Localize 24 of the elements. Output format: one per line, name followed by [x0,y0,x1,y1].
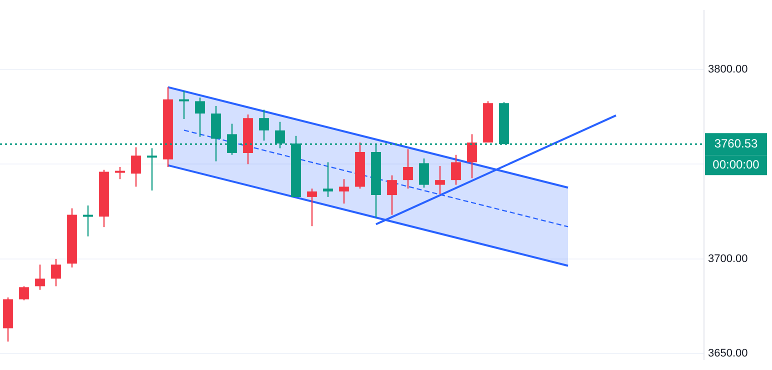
candlestick [51,258,61,287]
candlestick [419,158,429,188]
y-tick-label: 3800.00 [708,63,748,76]
candlestick [451,154,461,186]
candlestick [467,134,477,179]
ref-line-label: 3760.53 [714,136,758,150]
candlestick [339,178,349,204]
candlestick [115,166,125,180]
candlestick [19,286,29,301]
candlestick [259,109,269,142]
candlestick [387,174,397,216]
candlestick [195,97,205,138]
candlestick [307,188,317,227]
text: 00:00:00 [712,158,760,172]
candlestick [131,146,141,188]
candlestick [35,264,45,290]
candlestick [147,148,157,192]
candlestick [435,165,445,195]
candlestick [403,148,413,190]
y-tick-label: 3700.00 [708,252,748,265]
candlestick [323,162,333,198]
candlestick [83,204,93,237]
candlestick [179,90,189,120]
y-tick-label: 3650.00 [708,348,748,360]
